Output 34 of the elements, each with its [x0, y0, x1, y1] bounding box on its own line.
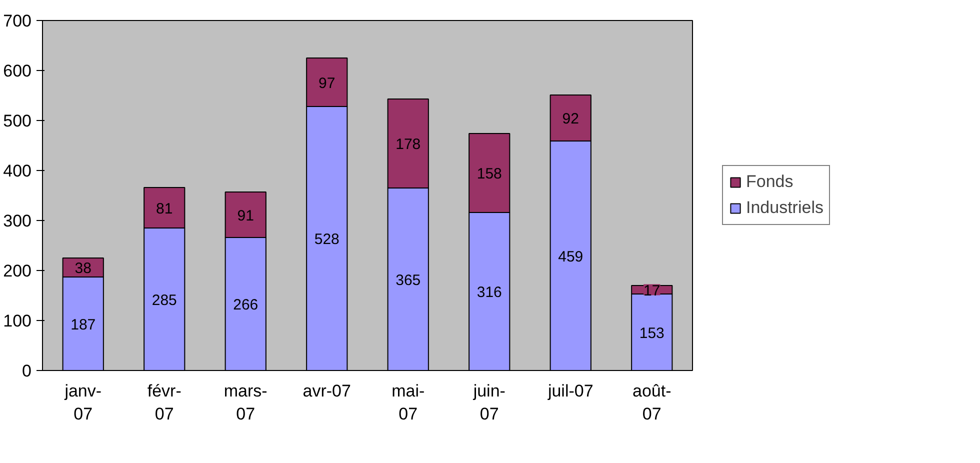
y-tick-label: 0 [22, 362, 32, 380]
data-label: 97 [318, 74, 336, 92]
y-tick-label: 200 [3, 262, 32, 280]
y-tick-label: 100 [3, 312, 32, 330]
data-label: 91 [237, 207, 254, 224]
x-tick-label: mars- 07 [224, 382, 268, 424]
data-label: 38 [74, 260, 92, 277]
legend-label: Fonds [746, 172, 794, 192]
data-label: 17 [644, 282, 660, 300]
x-tick-label: juin- 07 [472, 382, 506, 424]
data-label: 158 [476, 166, 502, 182]
y-tick-label: 400 [3, 162, 32, 180]
x-tick-label: avr-07 [302, 382, 351, 400]
x-tick-label: juil-07 [546, 382, 594, 400]
data-label: 81 [156, 200, 173, 218]
x-tick-label: août- 07 [632, 382, 672, 424]
legend-label: Industriels [746, 198, 824, 218]
x-tick-label: janv- 07 [64, 382, 102, 424]
y-tick-label: 600 [3, 62, 32, 80]
y-tick-label: 500 [3, 112, 32, 130]
data-label: 92 [562, 110, 579, 128]
data-label: 459 [558, 248, 584, 266]
data-label: 187 [70, 316, 96, 334]
data-label: 365 [396, 272, 421, 289]
data-label: 316 [476, 284, 502, 301]
data-label: 178 [396, 136, 421, 153]
data-label: 266 [233, 296, 258, 314]
data-label: 285 [152, 292, 177, 309]
data-label: 153 [639, 324, 664, 342]
y-tick-label: 700 [3, 12, 32, 30]
y-tick-label: 300 [3, 212, 32, 230]
x-tick-label: févr- 07 [147, 382, 182, 424]
x-tick-label: mai- 07 [392, 382, 425, 424]
data-label: 528 [314, 231, 340, 248]
